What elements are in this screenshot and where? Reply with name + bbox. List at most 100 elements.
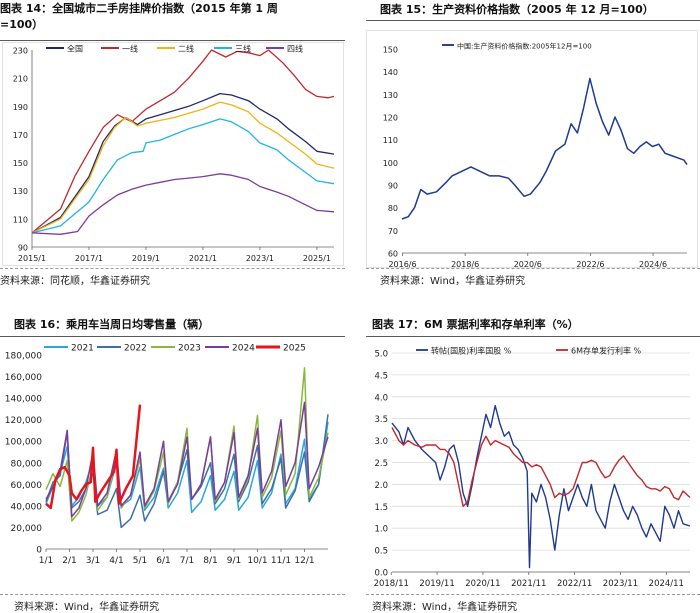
legend-label-三线: 三线 xyxy=(235,44,251,54)
x-tick-label: 7/1 xyxy=(180,556,194,566)
figure-17-source-rule xyxy=(366,594,700,595)
y-tick-label: 4.5 xyxy=(374,371,388,381)
x-tick-label: 2020/11 xyxy=(465,579,500,589)
legend-label-2024: 2024 xyxy=(232,344,255,354)
figure-14-source-rule xyxy=(0,268,345,269)
legend-label-2025: 2025 xyxy=(283,344,306,354)
figure-15-title-rule xyxy=(366,20,700,21)
y-tick-label: 110 xyxy=(383,136,398,145)
x-tick-label: 12/1 xyxy=(294,556,314,566)
series-line-全国 xyxy=(31,92,335,234)
y-tick-label: 170 xyxy=(13,131,28,140)
x-tick-label: 2018/11 xyxy=(374,579,409,589)
legend-label-二线: 二线 xyxy=(178,44,194,54)
y-tick-label: 1.0 xyxy=(374,525,388,535)
x-tick-label: 6/1 xyxy=(156,556,170,566)
x-tick-label: 2025/1 xyxy=(303,254,331,263)
x-tick-label: 4/1 xyxy=(109,556,123,566)
series-line-6M存单发行利率 % xyxy=(391,427,691,507)
legend-label-2022: 2022 xyxy=(124,344,147,354)
figure-16-title-rule xyxy=(0,336,345,337)
y-tick-label: 230 xyxy=(13,47,28,56)
x-tick-label: 2019/11 xyxy=(419,579,454,589)
x-tick-label: 2022/6 xyxy=(576,260,604,269)
figure-15: 图表 15：生产资料价格指数（2005 年 12 月=100） 60 70 80 90… xyxy=(358,0,700,292)
figure-17-source: 资料来源：Wind，华鑫证券研究 xyxy=(372,602,518,613)
y-tick-label: 100 xyxy=(383,159,398,168)
y-tick-label: 120,000 xyxy=(5,416,42,426)
chart-16: 0 20,000 40,000 60,000 80,000 100,000 120,000 1… xyxy=(5,344,329,566)
y-tick-label: 110 xyxy=(13,215,28,224)
figure-17-title-rule xyxy=(366,336,700,337)
figure-17-title: 图表 17：6M 票据利率和存单利率（%） xyxy=(372,318,579,331)
y-tick-label: 120 xyxy=(383,114,398,123)
series-line-三线 xyxy=(31,118,335,234)
y-tick-label: 180,000 xyxy=(5,352,42,362)
legend-label-四线: 四线 xyxy=(287,44,303,54)
series-line-二线 xyxy=(31,101,335,234)
figure-15-plot-frame xyxy=(366,30,698,268)
figure-16-source: 资料来源：Wind，华鑫证券研究 xyxy=(14,602,160,613)
figure-14-title: 图表 14：全国城市二手房挂牌价指数（2015 年第 1 周 =100） xyxy=(0,1,345,33)
x-tick-label: 2015/1 xyxy=(18,254,46,263)
y-tick-label: 140 xyxy=(383,68,398,77)
series-line-2025 xyxy=(45,404,142,510)
figure-14-source: 资料来源：同花顺，华鑫证券研究 xyxy=(0,276,150,287)
y-tick-label: 3.0 xyxy=(374,437,388,447)
series-line-2023 xyxy=(45,367,329,522)
y-tick-label: 0.0 xyxy=(374,569,388,579)
x-tick-label: 3/1 xyxy=(86,556,100,566)
y-tick-label: 70 xyxy=(388,227,398,236)
x-tick-label: 2024/11 xyxy=(649,579,684,589)
figure-14-title-line-1: 图表 14：全国城市二手房挂牌价指数（2015 年第 1 周 xyxy=(0,2,278,15)
y-tick-label: 90 xyxy=(18,244,28,253)
series-line-中国:生产资料价格指数:2005年12月=100 xyxy=(401,77,688,220)
x-tick-label: 2023/1 xyxy=(246,254,274,263)
y-tick-label: 1.5 xyxy=(374,503,388,513)
figure-14-title-rule xyxy=(0,40,345,41)
figure-15-title: 图表 15：生产资料价格指数（2005 年 12 月=100） xyxy=(380,3,654,16)
x-tick-label: 2024/6 xyxy=(639,260,667,269)
y-tick-label: 150 xyxy=(383,46,398,55)
x-tick-label: 9/1 xyxy=(227,556,241,566)
x-tick-label: 2/1 xyxy=(62,556,76,566)
x-tick-label: 8/1 xyxy=(203,556,217,566)
y-tick-label: 2.5 xyxy=(374,459,388,469)
y-tick-label: 4.0 xyxy=(374,393,388,403)
x-tick-label: 1/1 xyxy=(39,556,53,566)
figure-14-title-line-2: =100） xyxy=(0,18,44,31)
x-tick-label: 2016/6 xyxy=(388,260,416,269)
legend-label-2021: 2021 xyxy=(71,344,94,354)
figure-16: 图表 16：乘用车当周日均零售量（辆） 0 20,000 40,000 60,000 8… xyxy=(0,312,352,613)
series-line-转帖(国股)利率国股 % xyxy=(391,404,691,569)
y-tick-label: 130 xyxy=(13,187,28,196)
legend-label-6M存单发行利率 %: 6M存单发行利率 % xyxy=(571,346,642,356)
figure-14-plot-frame xyxy=(2,42,344,266)
figure-16-source-rule xyxy=(0,594,345,595)
figure-15-source-rule xyxy=(366,268,700,269)
legend-label-转帖(国股)利率国股 %: 转帖(国股)利率国股 % xyxy=(431,346,512,356)
x-tick-label: 5/1 xyxy=(133,556,147,566)
figure-14: 图表 14：全国城市二手房挂牌价指数（2015 年第 1 周 =100） 90 1… xyxy=(0,0,352,292)
y-tick-label: 210 xyxy=(13,75,28,84)
x-tick-label: 2018/6 xyxy=(451,260,479,269)
y-tick-label: 60,000 xyxy=(11,481,43,491)
series-line-一线 xyxy=(31,49,335,234)
x-tick-label: 2020/6 xyxy=(514,260,542,269)
y-tick-label: 190 xyxy=(13,103,28,112)
y-tick-label: 80,000 xyxy=(11,459,43,469)
x-tick-label: 2023/11 xyxy=(603,579,638,589)
y-tick-label: 5.0 xyxy=(374,350,388,360)
y-tick-label: 40,000 xyxy=(11,502,43,512)
y-tick-label: 150 xyxy=(13,159,28,168)
y-tick-label: 2.0 xyxy=(374,481,388,491)
y-tick-label: 130 xyxy=(383,91,398,100)
y-tick-label: 20,000 xyxy=(11,524,43,534)
legend-label-中国:生产资料价格指数:2005年12月=100: 中国:生产资料价格指数:2005年12月=100 xyxy=(457,42,592,51)
series-line-四线 xyxy=(31,173,335,235)
y-tick-label: 80 xyxy=(388,204,398,213)
y-tick-label: 3.5 xyxy=(374,415,388,425)
x-tick-label: 2021/11 xyxy=(511,579,546,589)
x-tick-label: 2021/1 xyxy=(189,254,217,263)
chart-14: 90 110 130 150 170 190 210 230 2015/1 2017/1 2019/… xyxy=(13,44,335,263)
